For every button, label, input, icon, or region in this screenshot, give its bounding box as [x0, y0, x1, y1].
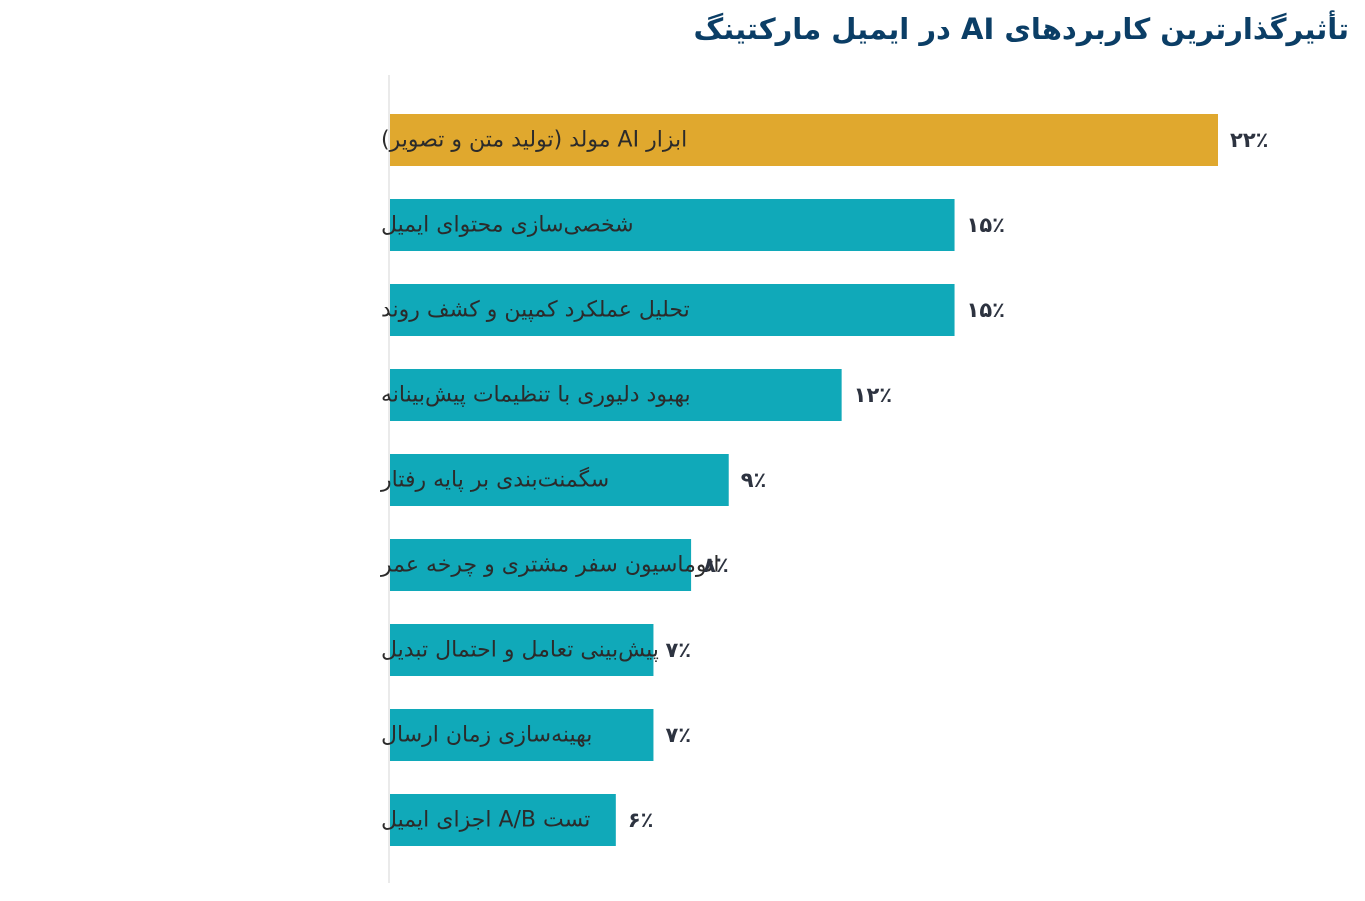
value-label: ۸٪ — [703, 553, 729, 577]
bar — [390, 539, 692, 591]
category-label: شخصی‌سازی محتوای ایمیل — [381, 213, 634, 238]
value-label: ۷٪ — [665, 638, 691, 662]
value-label: ۱۵٪ — [967, 213, 1005, 237]
bar — [390, 624, 654, 676]
category-label: سگمنت‌بندی بر پایه رفتار — [380, 467, 609, 493]
category-label: بهینه‌سازی زمان ارسال — [381, 723, 592, 748]
bar — [390, 454, 729, 506]
value-label: ۱۲٪ — [854, 383, 892, 407]
category-label: تست A/B اجزای ایمیل — [381, 808, 590, 833]
bar — [390, 114, 1218, 166]
value-label: ۶٪ — [628, 808, 654, 832]
value-label: ۲۲٪ — [1230, 128, 1268, 152]
value-label: ۹٪ — [741, 468, 767, 492]
category-label: ابزار AI مولد (تولید متن و تصویر) — [381, 128, 687, 153]
bar — [390, 709, 654, 761]
category-label: تحلیل عملکرد کمپین و کشف روند — [381, 298, 690, 323]
bar — [390, 369, 842, 421]
category-label: اتوماسیون سفر مشتری و چرخه عمر — [380, 553, 720, 578]
chart-title: تأثیرگذارترین کاربردهای AI در ایمیل مارک… — [693, 12, 1349, 46]
bar — [390, 284, 955, 336]
bar — [390, 199, 955, 251]
value-label: ۱۵٪ — [967, 298, 1005, 322]
category-label: پیش‌بینی تعامل و احتمال تبدیل — [381, 638, 659, 663]
category-label: بهبود دلیوری با تنظیمات پیش‌بینانه — [381, 383, 691, 408]
bar — [390, 794, 616, 846]
value-label: ۷٪ — [665, 723, 691, 747]
